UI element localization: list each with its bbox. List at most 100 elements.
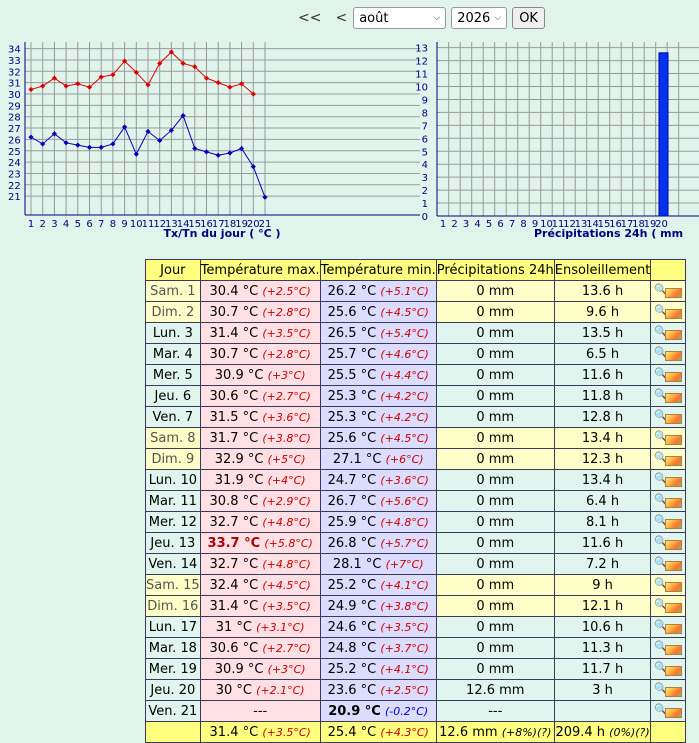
map-zoom-icon[interactable]: 🔍	[653, 325, 683, 341]
table-row: Dim. 2 30.7 °C (+2.8°C) 25.6 °C (+4.5°C) 0 …	[145, 301, 687, 323]
map-zoom-icon[interactable]: 🔍	[653, 661, 683, 677]
tn-data-point	[145, 128, 151, 135]
weather-map-icon	[665, 519, 683, 529]
table-row: Mar. 18 30.6 °C (+2.7°C) 24.8 °C (+3.7°C) 0…	[145, 637, 687, 659]
sunshine-cell: 6.4 h	[553, 490, 652, 512]
avg-temp-max: 31.4 °C	[209, 724, 259, 740]
prev-year-link[interactable]: <<	[298, 10, 322, 26]
map-link-cell[interactable]: 🔍	[650, 658, 687, 680]
temp-min-value: 24.8 °C	[327, 640, 377, 656]
table-row: Lun. 17 31 °C (+3.1°C) 24.6 °C (+3.5°C) 0 m…	[145, 616, 687, 638]
map-link-cell[interactable]: 🔍	[650, 553, 687, 575]
precip-x-tick-label: 19	[644, 219, 657, 230]
map-zoom-icon[interactable]: 🔍	[653, 577, 683, 593]
map-link-cell[interactable]: 🔍	[650, 301, 687, 323]
map-link-cell[interactable]: 🔍	[650, 364, 687, 386]
map-zoom-icon[interactable]: 🔍	[653, 682, 683, 698]
sunshine-cell: 10.6 h	[553, 616, 652, 638]
temp-min-value: 26.8 °C	[327, 535, 377, 551]
temp-min-value: 24.6 °C	[327, 619, 377, 635]
temp-max-cell: 32.7 °C (+4.8°C)	[199, 511, 321, 533]
map-zoom-icon[interactable]: 🔍	[653, 472, 683, 488]
map-link-cell[interactable]: 🔍	[650, 469, 687, 491]
map-link-cell[interactable]: 🔍	[650, 406, 687, 428]
map-link-cell[interactable]: 🔍	[650, 679, 687, 701]
temp-max-value: 31.5 °C	[209, 409, 259, 425]
table-row: Mer. 5 30.9 °C (+3°C) 25.5 °C (+4.4°C) 0 mm…	[145, 364, 687, 386]
map-zoom-icon[interactable]: 🔍	[653, 451, 683, 467]
temp-min-value: 25.7 °C	[327, 346, 377, 362]
table-body: Sam. 1 30.4 °C (+2.5°C) 26.2 °C (+5.1°C) 0 …	[145, 280, 687, 743]
map-link-cell[interactable]: 🔍	[650, 343, 687, 365]
map-link-cell[interactable]: 🔍	[650, 427, 687, 449]
day-cell: Mer. 12	[145, 511, 201, 533]
precip-x-tick-label: 3	[463, 219, 469, 230]
map-zoom-icon[interactable]: 🔍	[653, 535, 683, 551]
precip-cell: 0 mm	[435, 637, 555, 659]
map-zoom-icon[interactable]: 🔍	[653, 304, 683, 320]
total-precip-ratio: (+8%)(?)	[501, 725, 552, 739]
temp-min-anomaly: (+4.1°C)	[380, 578, 429, 592]
day-cell: Sam. 1	[145, 280, 201, 302]
precip-x-tick-label: 7	[509, 219, 515, 230]
map-zoom-icon[interactable]: 🔍	[653, 703, 683, 719]
ok-button[interactable]: OK	[512, 7, 545, 29]
map-link-cell[interactable]: 🔍	[650, 448, 687, 470]
temp-min-value: 26.2 °C	[327, 283, 377, 299]
map-zoom-icon[interactable]: 🔍	[653, 346, 683, 362]
temp-min-cell: 24.7 °C (+3.6°C)	[319, 469, 437, 491]
temp-min-anomaly: (-0.2°C)	[384, 704, 429, 718]
year-select[interactable]: 2026 ⌵	[451, 7, 508, 29]
map-zoom-icon[interactable]: 🔍	[653, 367, 683, 383]
temp-x-tick-label: 7	[98, 219, 104, 230]
map-zoom-icon[interactable]: 🔍	[653, 388, 683, 404]
month-select[interactable]: août ⌵	[353, 7, 447, 29]
map-link-cell[interactable]: 🔍	[650, 280, 687, 302]
precip-chart-xlabel: Précipitations 24h ( mm	[534, 227, 683, 240]
map-zoom-icon[interactable]: 🔍	[653, 493, 683, 509]
map-link-cell[interactable]: 🔍	[650, 511, 687, 533]
temp-max-value: 30.9 °C	[214, 661, 264, 677]
temp-max-value: 30.7 °C	[209, 304, 259, 320]
map-zoom-icon[interactable]: 🔍	[653, 640, 683, 656]
map-link-cell[interactable]: 🔍	[650, 385, 687, 407]
prev-month-link[interactable]: <	[335, 10, 348, 26]
temp-min-cell: 26.2 °C (+5.1°C)	[319, 280, 437, 302]
map-zoom-icon[interactable]: 🔍	[653, 598, 683, 614]
weather-map-icon	[665, 561, 683, 571]
temp-max-value: 30.8 °C	[209, 493, 259, 509]
map-zoom-icon[interactable]: 🔍	[653, 556, 683, 572]
map-zoom-icon[interactable]: 🔍	[653, 619, 683, 635]
temp-max-value: 30.9 °C	[214, 367, 264, 383]
temp-max-value: 31 °C	[215, 619, 252, 635]
temp-min-cell: 25.3 °C (+4.2°C)	[319, 385, 437, 407]
map-link-cell[interactable]: 🔍	[650, 490, 687, 512]
map-link-cell[interactable]: 🔍	[650, 595, 687, 617]
table-row: Dim. 9 32.9 °C (+5°C) 27.1 °C (+6°C) 0 mm 12…	[145, 448, 687, 470]
temp-min-anomaly: (+4.2°C)	[380, 389, 429, 403]
precip-y-tick-label: 5	[422, 147, 428, 158]
map-zoom-icon[interactable]: 🔍	[653, 514, 683, 530]
map-link-cell[interactable]: 🔍	[650, 616, 687, 638]
temp-x-tick-label: 15	[188, 219, 201, 230]
map-link-cell[interactable]: 🔍	[650, 574, 687, 596]
tx-data-point	[28, 86, 34, 93]
temp-y-tick-label: 34	[8, 45, 21, 56]
table-row: Mar. 11 30.8 °C (+2.9°C) 26.7 °C (+5.6°C) 0…	[145, 490, 687, 512]
table-row: Mer. 19 30.9 °C (+3°C) 25.2 °C (+4.1°C) 0 m…	[145, 658, 687, 680]
map-zoom-icon[interactable]: 🔍	[653, 430, 683, 446]
tn-data-point	[133, 151, 139, 157]
map-link-cell[interactable]: 🔍	[650, 532, 687, 554]
magnifier-icon: 🔍	[654, 451, 669, 464]
total-sunshine-ratio: (0%)(?)	[609, 725, 650, 739]
precip-cell: 0 mm	[435, 574, 555, 596]
map-link-cell[interactable]: 🔍	[650, 322, 687, 344]
map-link-cell[interactable]: 🔍	[650, 700, 687, 722]
chevron-down-icon: ⌵	[494, 13, 502, 23]
header-precip: Précipitations 24h	[435, 259, 555, 281]
map-link-cell[interactable]: 🔍	[650, 637, 687, 659]
map-zoom-icon[interactable]: 🔍	[653, 283, 683, 299]
temp-x-tick-label: 16	[200, 219, 213, 230]
map-zoom-icon[interactable]: 🔍	[653, 409, 683, 425]
temp-x-tick-label: 13	[165, 219, 178, 230]
